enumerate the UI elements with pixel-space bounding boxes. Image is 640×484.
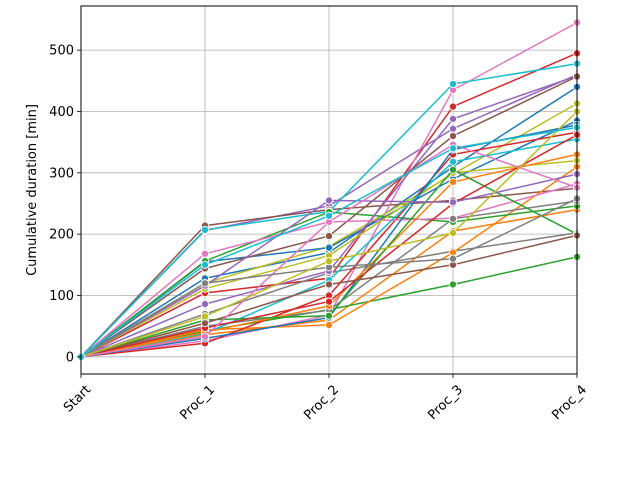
data-point <box>200 319 210 328</box>
y-tick-label: 500 <box>49 44 74 59</box>
data-point <box>324 311 334 320</box>
y-tick-label: 100 <box>49 289 74 304</box>
data-point <box>448 114 458 123</box>
x-tick-label: Start <box>61 382 94 415</box>
data-point <box>200 332 210 341</box>
data-point <box>448 165 458 174</box>
data-point <box>448 214 458 223</box>
data-point <box>324 243 334 252</box>
data-point <box>200 249 210 258</box>
data-point <box>448 131 458 141</box>
data-point <box>324 196 334 205</box>
x-tick-label: Proc_4 <box>549 382 590 423</box>
data-point <box>200 279 210 288</box>
y-axis-label: Cumulative duration [min] <box>25 104 40 276</box>
data-point <box>324 231 334 241</box>
data-point <box>448 79 458 88</box>
data-point <box>448 124 458 133</box>
y-tick-label: 0 <box>66 350 74 365</box>
data-point <box>200 260 210 269</box>
data-point <box>448 228 458 237</box>
data-point <box>448 144 458 153</box>
x-axis: Start Proc_1 Proc_2 Proc_3 Proc_4 <box>61 374 590 423</box>
y-tick-label: 400 <box>49 105 74 120</box>
y-tick-label: 300 <box>49 166 74 181</box>
data-point <box>200 300 210 309</box>
x-tick-label: Proc_2 <box>301 382 342 423</box>
data-point <box>324 297 334 306</box>
data-point <box>324 320 334 329</box>
data-point <box>200 312 210 321</box>
data-point <box>324 280 334 289</box>
data-point <box>448 102 458 111</box>
data-point <box>448 157 458 166</box>
data-point <box>448 254 458 263</box>
y-axis: 0 100 200 300 400 500 <box>49 44 81 365</box>
data-point <box>324 211 334 220</box>
data-point <box>324 257 334 266</box>
data-point <box>448 177 458 187</box>
x-tick-label: Proc_1 <box>177 382 218 423</box>
y-tick-label: 200 <box>49 228 74 243</box>
data-point <box>448 280 458 289</box>
x-tick-label: Proc_3 <box>425 382 466 423</box>
data-point <box>448 198 458 207</box>
series-lines <box>76 18 582 361</box>
data-point <box>200 225 210 234</box>
